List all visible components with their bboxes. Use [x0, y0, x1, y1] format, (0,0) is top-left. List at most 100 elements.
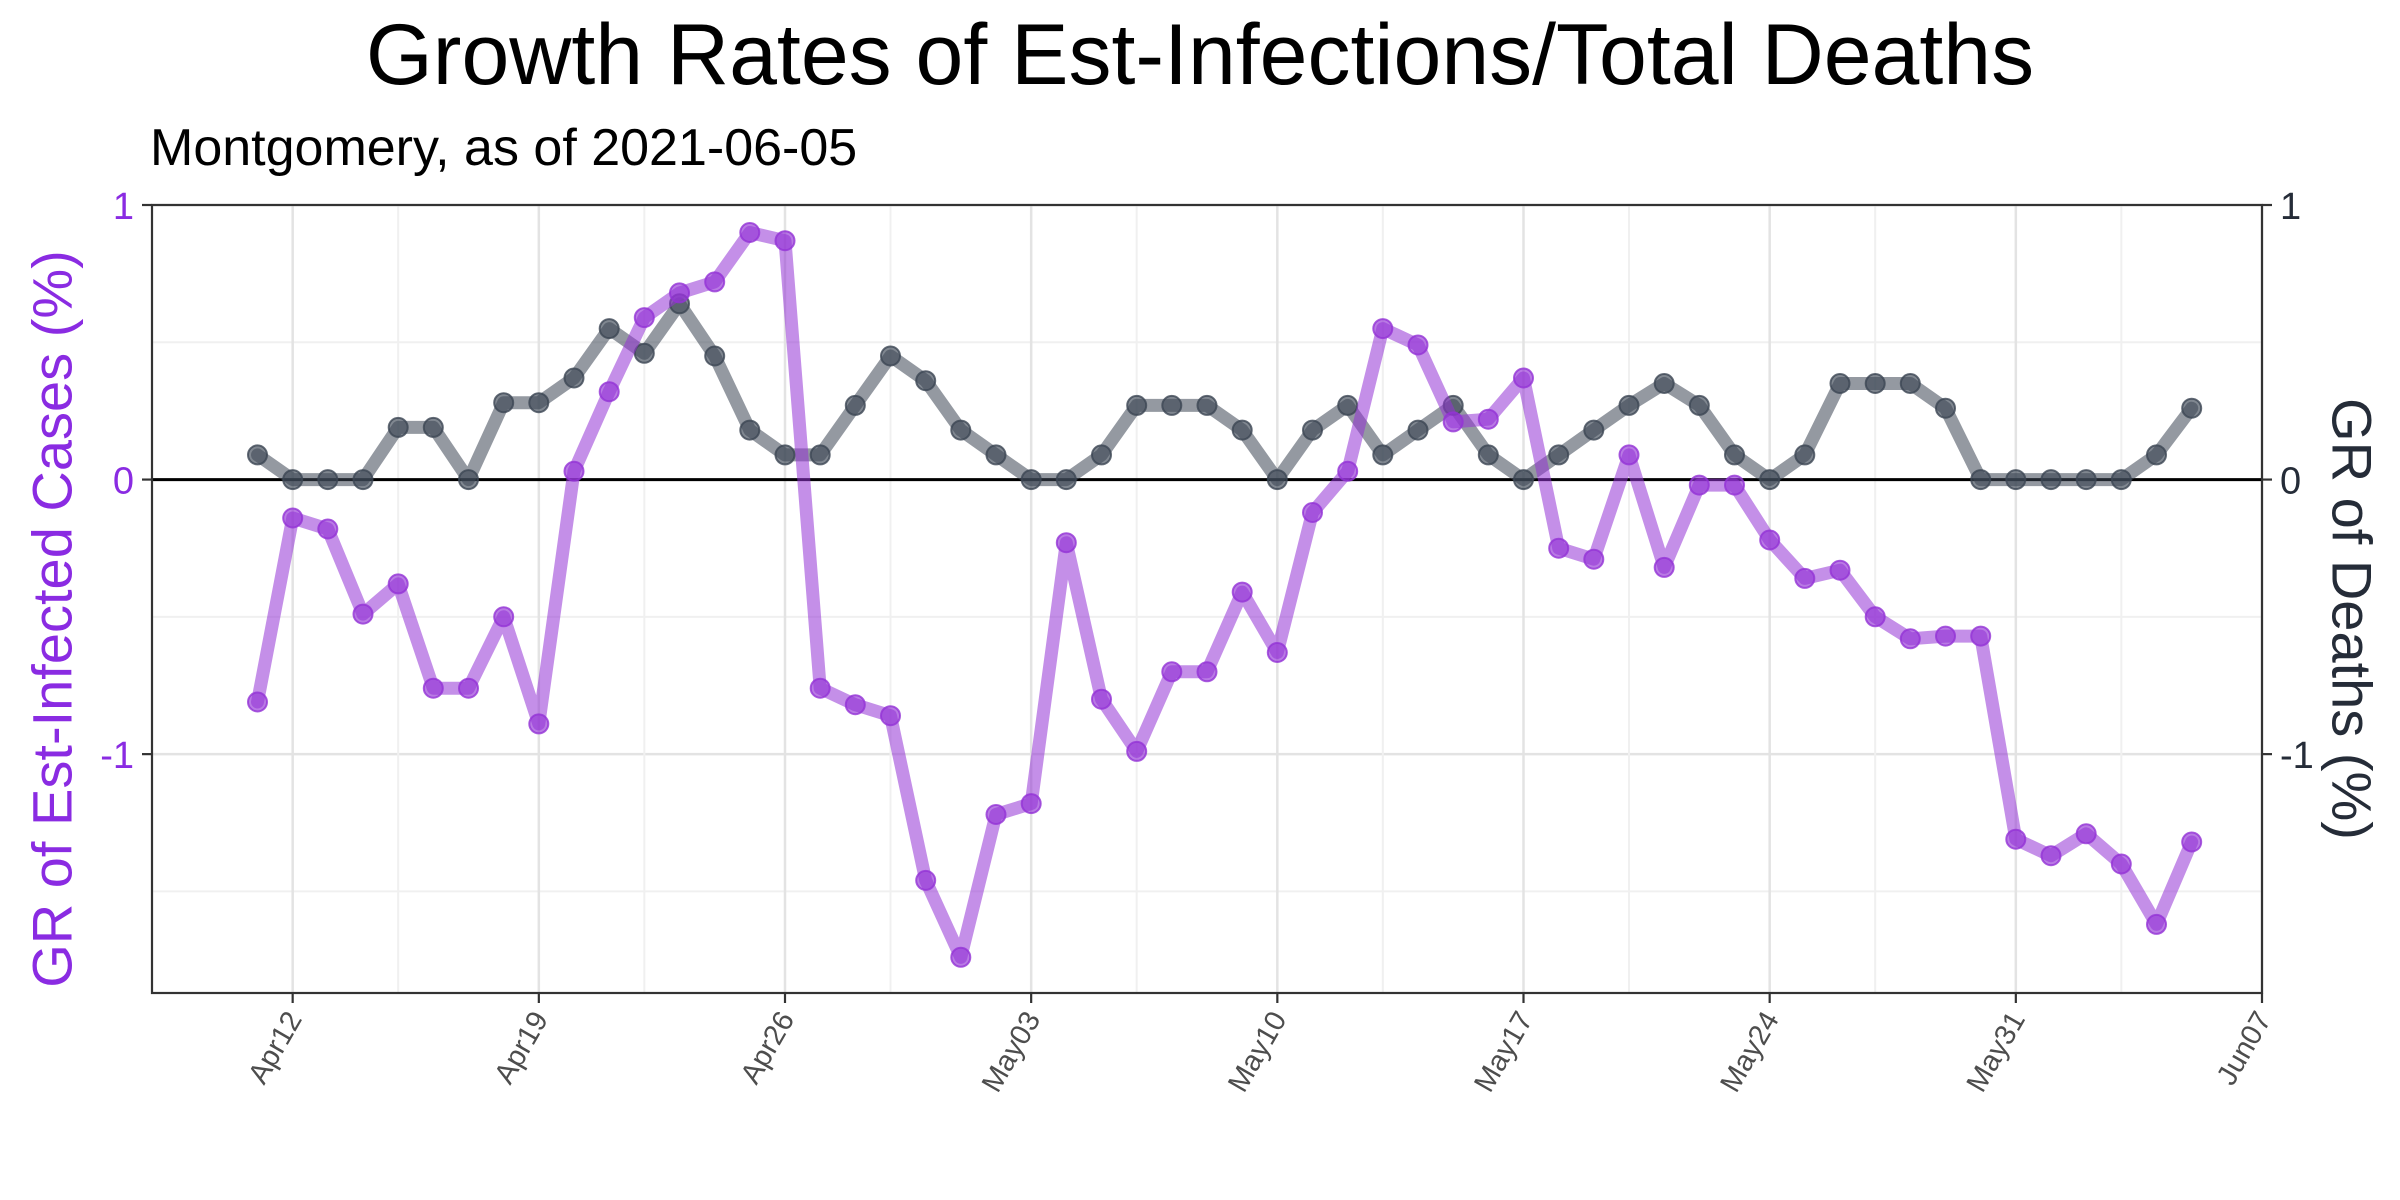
data-point — [985, 804, 1007, 825]
chart-title: Growth Rates of Est-Infections/Total Dea… — [365, 7, 2035, 103]
data-point — [1935, 625, 1956, 647]
data-point — [1548, 537, 1570, 559]
data-point — [2075, 823, 2097, 845]
data-point — [704, 271, 726, 293]
data-point — [422, 416, 444, 438]
data-point — [2040, 845, 2062, 867]
data-point — [1302, 419, 1323, 441]
chart-subtitle: Montgomery, as of 2021-06-05 — [150, 119, 858, 177]
data-point — [1372, 318, 1394, 340]
data-point — [1055, 469, 1077, 491]
data-point — [844, 694, 866, 716]
data-point — [1055, 532, 1077, 554]
data-point — [1337, 460, 1359, 482]
data-point — [1020, 469, 1042, 491]
data-point — [739, 222, 761, 243]
data-point — [598, 381, 620, 403]
data-point — [950, 946, 972, 968]
data-point — [387, 416, 409, 438]
data-point — [1970, 625, 1992, 647]
data-point — [1477, 408, 1499, 430]
data-point — [1513, 469, 1534, 491]
data-point — [1829, 559, 1851, 581]
data-point — [1899, 373, 1921, 394]
y-tick-label-right: 0 — [2280, 461, 2301, 503]
data-point — [1653, 556, 1675, 578]
data-point — [2040, 469, 2062, 491]
data-point — [1759, 529, 1781, 551]
data-point — [2110, 853, 2132, 875]
data-point — [1618, 444, 1640, 466]
series-0 — [247, 222, 2203, 968]
x-tick-label: Apr12 — [242, 1006, 308, 1089]
data-point — [2075, 469, 2097, 491]
data-point — [458, 677, 479, 699]
y-axis-label-right: GR of Deaths (%) — [2321, 398, 2384, 840]
data-point — [669, 282, 690, 304]
data-point — [739, 419, 761, 441]
series-layer — [247, 222, 2203, 968]
data-point — [1829, 373, 1851, 394]
data-point — [774, 444, 796, 466]
data-point — [1302, 502, 1323, 523]
data-point — [1407, 334, 1429, 356]
y-tick-label-right: -1 — [2280, 735, 2314, 777]
data-point — [2005, 469, 2027, 491]
data-point — [282, 507, 304, 529]
data-point — [1970, 469, 1992, 491]
data-point — [2181, 397, 2203, 419]
data-point — [915, 869, 937, 891]
x-tick-label: May03 — [976, 1006, 1047, 1097]
data-point — [1161, 661, 1183, 683]
data-point — [2146, 913, 2167, 935]
x-tick-label: Apr26 — [735, 1006, 801, 1089]
data-point — [1020, 793, 1042, 815]
data-point — [1759, 469, 1781, 491]
data-point — [774, 230, 796, 252]
data-point — [493, 606, 515, 628]
data-point — [247, 444, 268, 466]
data-point — [317, 518, 339, 540]
data-point — [1583, 419, 1605, 441]
data-point — [1794, 567, 1816, 589]
data-point — [1196, 394, 1218, 416]
data-point — [950, 419, 972, 441]
y-tick-label-right: 1 — [2280, 186, 2301, 228]
data-point — [1688, 394, 1710, 416]
data-point — [633, 342, 655, 364]
data-point — [1477, 444, 1499, 466]
data-point — [1653, 373, 1675, 394]
data-point — [1231, 581, 1253, 603]
data-point — [598, 318, 620, 340]
data-point — [1513, 367, 1534, 389]
data-point — [809, 444, 831, 466]
data-point — [422, 677, 444, 699]
data-point — [282, 469, 304, 491]
data-point — [493, 392, 515, 414]
data-point — [1548, 444, 1570, 466]
data-point — [1724, 444, 1745, 466]
data-point — [1126, 394, 1148, 416]
data-point — [1091, 444, 1112, 466]
data-point — [563, 367, 585, 389]
data-point — [704, 345, 726, 367]
data-point — [1864, 606, 1886, 628]
data-point — [2005, 828, 2027, 850]
data-point — [1372, 444, 1394, 466]
data-point — [2146, 444, 2167, 466]
data-point — [528, 713, 550, 735]
data-point — [528, 392, 550, 414]
data-point — [880, 345, 901, 367]
data-point — [1196, 661, 1218, 683]
x-tick-label: Apr19 — [489, 1006, 555, 1089]
data-point — [247, 691, 268, 713]
y-tick-label-left: 1 — [113, 186, 134, 228]
data-point — [985, 444, 1007, 466]
data-point — [1231, 419, 1253, 441]
series-line — [251, 297, 2199, 487]
data-point — [1864, 373, 1886, 394]
data-point — [317, 469, 339, 491]
data-point — [2110, 469, 2132, 491]
data-point — [1266, 642, 1288, 663]
data-point — [1442, 411, 1464, 433]
